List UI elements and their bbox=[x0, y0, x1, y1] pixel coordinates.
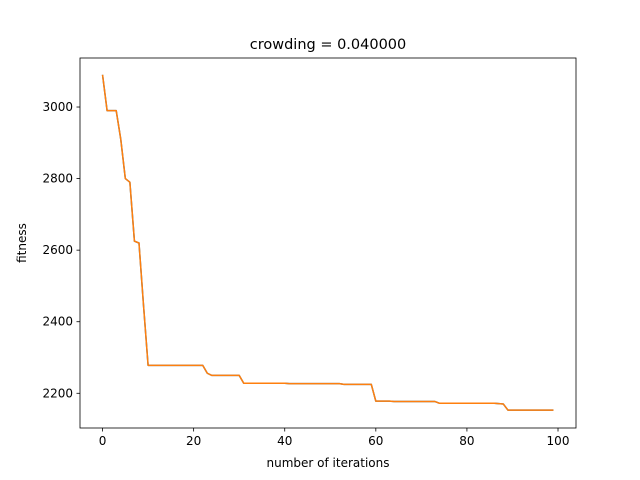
y-tick-label: 2800 bbox=[42, 172, 73, 186]
chart-title: crowding = 0.040000 bbox=[250, 37, 407, 53]
x-axis-label: number of iterations bbox=[267, 456, 390, 470]
y-tick-label: 2400 bbox=[42, 315, 73, 329]
plot-area bbox=[80, 58, 576, 428]
y-axis-label: fitness bbox=[15, 223, 29, 263]
x-tick-label: 60 bbox=[368, 434, 383, 448]
y-axis-ticks: 2200 2400 2600 2800 3000 bbox=[42, 100, 80, 400]
y-tick-label: 3000 bbox=[42, 100, 73, 114]
x-tick-label: 40 bbox=[277, 434, 292, 448]
x-tick-label: 20 bbox=[186, 434, 201, 448]
x-tick-label: 100 bbox=[547, 434, 570, 448]
series-line-2 bbox=[101, 74, 554, 411]
y-tick-label: 2600 bbox=[42, 243, 73, 257]
series-layer bbox=[101, 74, 554, 411]
y-tick-label: 2200 bbox=[42, 386, 73, 400]
axes-frame bbox=[79, 57, 577, 429]
x-tick-label: 80 bbox=[459, 434, 474, 448]
x-axis-ticks: 0 20 40 60 80 100 bbox=[99, 428, 570, 448]
x-tick-label: 0 bbox=[99, 434, 107, 448]
